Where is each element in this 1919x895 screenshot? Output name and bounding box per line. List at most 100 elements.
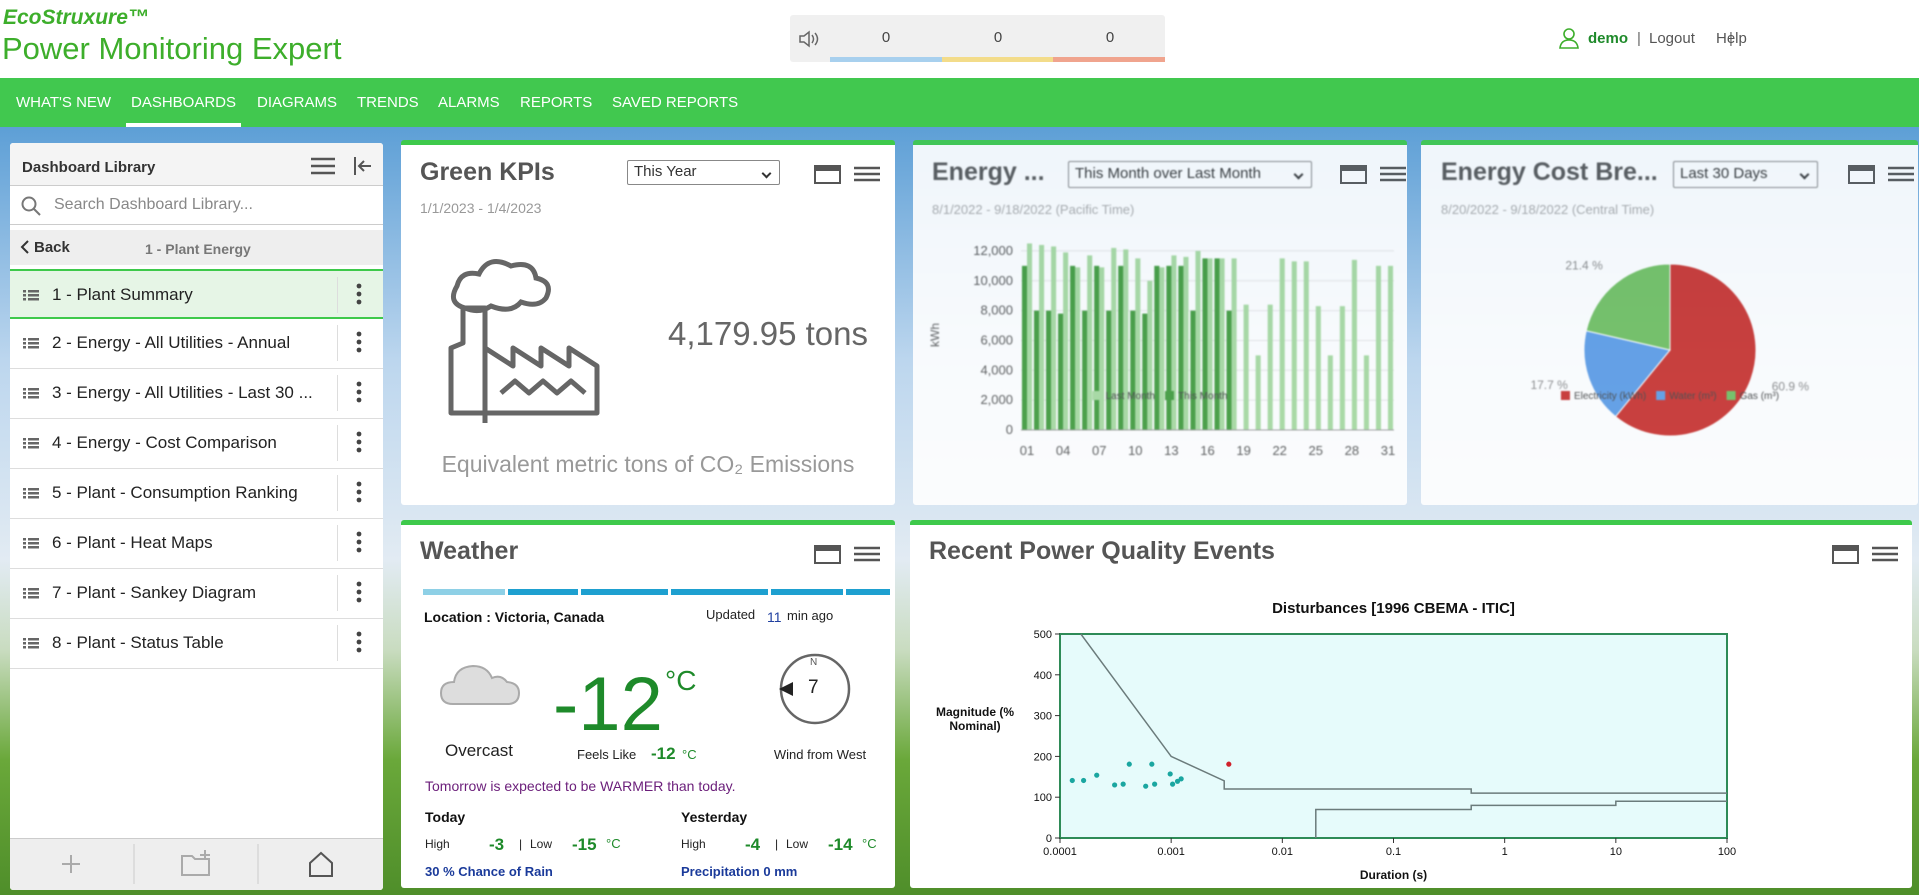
- logout-link[interactable]: Logout: [1649, 30, 1695, 47]
- dashboard-icon: [23, 338, 39, 349]
- new-folder-icon[interactable]: [181, 850, 210, 876]
- icon-cell: [23, 638, 26, 641]
- icon-cell: [28, 346, 39, 349]
- library-title: Dashboard Library: [22, 159, 156, 176]
- y-tick-label: 8,000: [980, 303, 1013, 318]
- kpi-value: 4,179.95 tons: [668, 315, 868, 352]
- x-tick-label: 10: [1610, 846, 1622, 858]
- y-tick-label: 10,000: [973, 273, 1013, 288]
- menu-icon[interactable]: [854, 546, 880, 562]
- library-item-label[interactable]: 7 - Plant - Sankey Diagram: [52, 583, 257, 602]
- collapse-icon[interactable]: [353, 156, 373, 176]
- search-box[interactable]: [10, 185, 383, 225]
- maximize-bar: [1849, 166, 1874, 171]
- nav-item[interactable]: TRENDS: [357, 94, 419, 111]
- legend-swatch: [1656, 391, 1666, 400]
- user-name[interactable]: demo: [1588, 30, 1629, 47]
- event-point: [1226, 761, 1232, 767]
- nav-item[interactable]: DASHBOARDS: [131, 94, 237, 111]
- y-tick-label: 500: [1034, 629, 1052, 641]
- nav-item[interactable]: WHAT'S NEW: [16, 94, 112, 111]
- library-item[interactable]: 4 - Energy - Cost Comparison: [10, 419, 383, 469]
- item-menu[interactable]: [354, 581, 364, 605]
- low-label: Low: [530, 837, 553, 851]
- menu-icon[interactable]: [1872, 546, 1898, 562]
- icon-cell: [28, 488, 39, 491]
- legend: Electricity (kWh) Water (m³) Gas (m³): [1560, 391, 1779, 402]
- menu-icon[interactable]: [854, 166, 880, 182]
- library-item[interactable]: 2 - Energy - All Utilities - Annual: [10, 319, 383, 369]
- legend-label: This Month: [1178, 391, 1227, 402]
- library-item[interactable]: 5 - Plant - Consumption Ranking: [10, 469, 383, 519]
- high-label: High: [681, 837, 706, 851]
- home-icon[interactable]: [309, 851, 333, 877]
- y-tick-label: 0: [1006, 422, 1013, 437]
- bar: [1063, 252, 1069, 430]
- event-point: [1069, 777, 1075, 784]
- dot: [356, 431, 362, 437]
- yesterday-low: -14: [828, 835, 853, 854]
- library-item-label[interactable]: 5 - Plant - Consumption Ranking: [52, 483, 298, 502]
- alarm-count[interactable]: 0: [881, 29, 891, 46]
- rain-chance: 30 % Chance of Rain: [425, 864, 553, 879]
- alarm-count[interactable]: 0: [993, 29, 1003, 46]
- period-dropdown[interactable]: This Year: [627, 160, 780, 185]
- updated-label: Updated: [706, 607, 756, 622]
- menu-icon[interactable]: [1888, 166, 1914, 182]
- bar: [1255, 355, 1261, 430]
- feels-like-unit: °C: [682, 747, 697, 762]
- item-menu[interactable]: [354, 481, 364, 505]
- back-link[interactable]: Back: [34, 239, 70, 256]
- legend-label: Last Month: [1106, 391, 1155, 402]
- library-footer: [10, 838, 383, 890]
- alarm-bar[interactable]: 0 0 0: [790, 15, 1165, 62]
- item-menu[interactable]: [354, 331, 364, 355]
- item-menu[interactable]: [354, 431, 364, 455]
- widget-body: Energy ... This Month over Last Month 8/…: [913, 145, 1407, 505]
- item-menu[interactable]: [354, 631, 364, 655]
- yesterday-label: Yesterday: [681, 809, 748, 825]
- dot: [356, 283, 362, 289]
- library-item-label[interactable]: 3 - Energy - All Utilities - Last 30 ...: [52, 383, 313, 402]
- y-tick-label: 2,000: [980, 392, 1013, 407]
- speaker-icon[interactable]: [798, 29, 822, 49]
- library-item[interactable]: 8 - Plant - Status Table: [10, 619, 383, 669]
- legend-label: Water (m³): [1669, 391, 1716, 402]
- back-icon[interactable]: [19, 239, 31, 255]
- nav-item[interactable]: SAVED REPORTS: [612, 94, 739, 111]
- item-menu[interactable]: [354, 283, 364, 307]
- compass-north: N: [810, 657, 818, 668]
- icon-cell: [28, 546, 39, 549]
- library-item-label[interactable]: 6 - Plant - Heat Maps: [52, 533, 213, 552]
- library-item[interactable]: 6 - Plant - Heat Maps: [10, 519, 383, 569]
- alarm-count[interactable]: 0: [1105, 29, 1115, 46]
- library-item[interactable]: 1 - Plant Summary: [10, 269, 383, 319]
- library-item-label[interactable]: 1 - Plant Summary: [52, 285, 193, 304]
- event-point: [1080, 777, 1087, 784]
- wind-speed: 7: [808, 677, 819, 698]
- menu-icon[interactable]: [310, 157, 336, 175]
- item-menu[interactable]: [354, 531, 364, 555]
- help-link[interactable]: Help: [1716, 30, 1747, 47]
- menu-icon[interactable]: [1380, 166, 1406, 182]
- library-item-label[interactable]: 4 - Energy - Cost Comparison: [52, 433, 277, 452]
- library-item-label[interactable]: 8 - Plant - Status Table: [52, 633, 224, 652]
- item-menu[interactable]: [354, 381, 364, 405]
- add-icon[interactable]: [62, 855, 80, 873]
- bar: [1123, 249, 1129, 430]
- dot: [356, 447, 362, 453]
- nav-item[interactable]: DIAGRAMS: [257, 94, 338, 111]
- library-item[interactable]: 3 - Energy - All Utilities - Last 30 ...: [10, 369, 383, 419]
- period-dropdown[interactable]: Last 30 Days: [1673, 161, 1818, 188]
- bar: [1171, 255, 1177, 430]
- nav-item[interactable]: ALARMS: [438, 94, 500, 111]
- icon-cell: [28, 492, 39, 495]
- nav-item[interactable]: REPORTS: [520, 94, 593, 111]
- plot-area: [1059, 633, 1728, 839]
- icon-cell: [28, 646, 39, 649]
- library-item[interactable]: 7 - Plant - Sankey Diagram: [10, 569, 383, 619]
- period-dropdown[interactable]: This Month over Last Month: [1068, 161, 1312, 188]
- condition: Overcast: [444, 741, 514, 760]
- library-item-label[interactable]: 2 - Energy - All Utilities - Annual: [52, 333, 291, 352]
- icon-cell: [23, 298, 26, 301]
